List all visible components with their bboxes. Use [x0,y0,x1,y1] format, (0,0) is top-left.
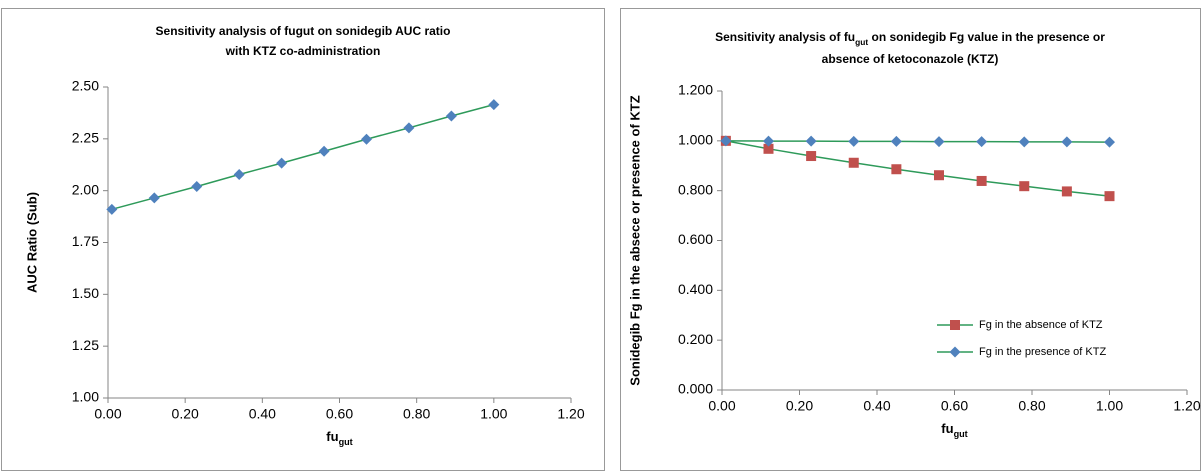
y-tick-label: 1.50 [72,285,99,301]
chart-border [620,8,1201,471]
x-tick-label: 0.00 [708,398,735,414]
data-line [725,140,1110,143]
marker [1104,136,1115,148]
legend-marker [950,320,960,330]
y-tick-label: 2.00 [72,181,99,197]
legend-marker [949,346,961,358]
marker [361,133,373,145]
marker [276,157,288,169]
x-tick-label: 0.40 [863,398,890,414]
marker [233,168,245,180]
x-tick-label: 0.20 [172,406,199,422]
chart-border [1,8,605,471]
x-tick-label: 0.20 [786,398,813,414]
x-tick-label: 1.00 [480,406,507,422]
x-tick-label: 0.60 [941,398,968,414]
y-tick-label: 1.200 [678,82,713,98]
y-tick-label: 1.000 [678,132,713,148]
x-tick-label: 0.00 [94,406,121,422]
y-axis-label: AUC Ratio (Sub) [24,192,39,293]
x-tick-label: 0.40 [249,406,276,422]
chart-title: with KTZ co-administration [225,44,381,58]
marker [403,122,415,134]
x-tick-label: 1.20 [557,406,584,422]
x-axis-label: fugut [941,421,967,439]
y-tick-label: 0.600 [678,231,713,247]
marker [1104,191,1115,202]
marker [806,151,817,162]
marker [318,145,330,157]
marker [1018,136,1030,148]
y-tick-label: 0.800 [678,181,713,197]
y-axis-label: Sonidegib Fg in the absece or presence o… [627,95,642,385]
data-line [725,140,1110,197]
text-part: gut [855,37,868,47]
marker [890,135,902,147]
y-tick-label: 2.25 [72,130,99,146]
x-tick-label: 0.80 [403,406,430,422]
marker [933,136,945,148]
text-part: gut [339,437,353,447]
marker [488,99,500,111]
marker [934,170,944,181]
y-tick-label: 1.75 [72,233,99,249]
y-tick-label: 1.00 [72,389,99,405]
marker [848,135,860,147]
data-line [111,103,495,211]
text-part: absence of ketoconazole (KTZ) [822,52,999,66]
y-tick-label: 0.400 [678,281,713,297]
x-tick-label: 1.00 [1096,398,1123,414]
marker [805,135,817,147]
text-part: fu [326,429,338,444]
x-tick-label: 0.60 [326,406,353,422]
legend-label: Fg in the presence of KTZ [979,346,1106,358]
x-axis-label: fugut [326,429,352,447]
chart-title: Sensitivity analysis of fugut on sonideg… [715,30,1105,47]
text-part: fu [941,421,953,436]
marker [976,175,987,186]
text-part: Sensitivity analysis of fu [715,30,855,44]
marker [191,181,203,193]
marker [848,157,859,168]
y-tick-label: 0.200 [678,331,713,347]
x-tick-label: 1.20 [1173,398,1200,414]
chart-title: absence of ketoconazole (KTZ) [822,52,999,66]
marker [763,143,774,154]
marker [976,136,988,148]
text-part: Sensitivity analysis of fugut on sonideg… [156,24,451,38]
marker [1019,181,1030,192]
text-part: on sonidegib Fg value in the presence or [868,30,1105,44]
text-part: gut [954,429,968,439]
marker [445,110,457,122]
chart-title: Sensitivity analysis of fugut on sonideg… [156,24,451,38]
marker [1061,186,1072,197]
marker [148,192,160,204]
legend-label: Fg in the absence of KTZ [979,319,1103,331]
marker [720,135,732,147]
marker [891,164,902,175]
marker [763,135,774,147]
y-tick-label: 1.25 [72,337,99,353]
marker [106,203,118,215]
text-part: with KTZ co-administration [225,44,381,58]
y-tick-label: 2.50 [72,78,99,94]
x-tick-label: 0.80 [1018,398,1045,414]
y-tick-label: 0.000 [678,381,713,397]
marker [1061,136,1073,148]
